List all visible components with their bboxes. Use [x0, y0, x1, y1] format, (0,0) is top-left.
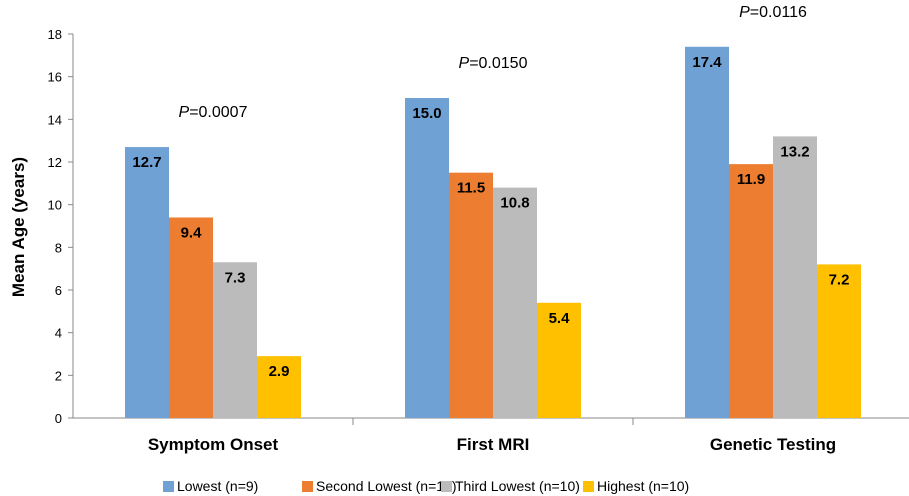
data-label: 17.4: [692, 54, 722, 71]
data-label: 5.4: [549, 310, 571, 327]
legend-swatch: [583, 481, 594, 492]
p-value-number: =0.0116: [750, 4, 807, 21]
category-labels: Symptom Onset First MRI Genetic Testing: [148, 435, 836, 454]
data-label: 7.2: [829, 271, 850, 288]
legend-label: Third Lowest (n=10): [455, 478, 580, 494]
y-tick-label: 10: [48, 198, 62, 213]
data-label: 9.4: [181, 224, 203, 241]
p-value-symbol: P: [179, 104, 190, 121]
p-value-annotation: P=0.0150: [459, 55, 528, 72]
data-label: 7.3: [225, 269, 246, 286]
category-label: First MRI: [457, 435, 530, 454]
data-label: 11.9: [737, 171, 765, 188]
bar: [449, 172, 493, 418]
bar: [729, 164, 773, 418]
y-tick-label: 6: [55, 283, 62, 298]
p-value-number: =0.0150: [469, 55, 527, 72]
p-value-annotation: P=0.0116: [739, 4, 807, 21]
data-label: 10.8: [500, 195, 529, 212]
legend-label: Highest (n=10): [597, 478, 689, 494]
legend-swatch: [302, 481, 313, 492]
p-value-symbol: P: [739, 4, 750, 21]
category-label: Genetic Testing: [710, 435, 836, 454]
p-value-symbol: P: [459, 55, 470, 72]
y-axis-label: Mean Age (years): [9, 157, 28, 297]
legend-label: Lowest (n=9): [177, 478, 258, 494]
y-tick-label: 4: [55, 326, 62, 341]
y-tick-label: 18: [48, 27, 62, 42]
y-tick-label: 12: [48, 155, 62, 170]
data-label: 11.5: [457, 180, 485, 197]
bar: [685, 46, 729, 419]
bar: [493, 187, 537, 418]
bar: [213, 262, 257, 418]
bar: [169, 217, 213, 418]
p-value-number: =0.0007: [189, 104, 247, 121]
bar: [537, 302, 581, 418]
y-tick-label: 8: [55, 240, 62, 255]
bars: [125, 46, 861, 419]
legend-swatch: [441, 481, 452, 492]
p-value-annotation: P=0.0007: [179, 104, 248, 121]
bar: [773, 136, 817, 418]
bar: [257, 356, 301, 418]
legend: Lowest (n=9) Second Lowest (n=10)Third Lo…: [163, 478, 689, 494]
category-label: Symptom Onset: [148, 435, 279, 454]
data-labels: 12.7 9.4 7.3 2.9 15.0 11.5 10.8 5.4 17.4 11.9 13.2…: [132, 54, 849, 380]
legend-label: Second Lowest (n=10): [316, 478, 456, 494]
bar: [817, 264, 861, 418]
data-label: 12.7: [132, 154, 161, 171]
y-tick-label: 2: [55, 368, 62, 383]
y-tick-label: 14: [48, 112, 62, 127]
y-tick-label: 0: [55, 411, 62, 426]
bar: [125, 147, 169, 419]
data-label: 2.9: [269, 363, 290, 380]
y-tick-label: 16: [48, 70, 62, 85]
legend-swatch: [163, 481, 174, 492]
data-label: 13.2: [780, 143, 809, 160]
data-label: 15.0: [412, 105, 441, 122]
bar: [405, 98, 449, 418]
